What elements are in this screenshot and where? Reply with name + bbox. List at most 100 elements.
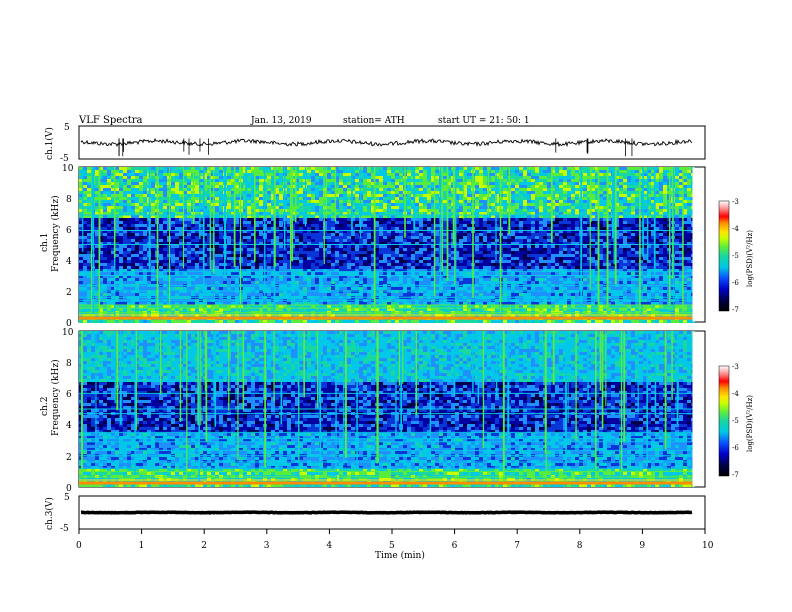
spectrogram-cell [315, 185, 319, 188]
spectrogram-cell [559, 182, 563, 185]
spectrogram-cell [483, 194, 487, 197]
spectrogram-cell [543, 209, 547, 212]
spectrogram-cell [555, 179, 559, 182]
spectrogram-cell [107, 191, 111, 194]
spectrogram-cell [259, 209, 263, 212]
spectrogram-cell [547, 167, 551, 170]
spectrogram-cell [115, 173, 119, 176]
start-time-label: start UT = 21: 50: 1 [438, 116, 530, 126]
spectrogram-cell [663, 194, 667, 197]
spectrogram-cell [163, 200, 167, 203]
spectrogram-cell [107, 176, 111, 179]
spectrogram-cell [247, 179, 251, 182]
spectrogram-cell [547, 203, 551, 206]
spectrogram-cell [355, 194, 359, 197]
spectrogram-cell [659, 170, 663, 173]
spectrogram-cell [339, 182, 343, 185]
spectrogram-cell [567, 167, 571, 170]
spectrogram-cell [175, 197, 179, 200]
spectrogram-cell [547, 170, 551, 173]
spectrogram-cell [635, 209, 639, 212]
spectrogram-cell [543, 179, 547, 182]
spectrogram-cell [119, 191, 123, 194]
spectrogram-cell [259, 194, 263, 197]
spectrogram-cell [279, 185, 283, 188]
spectrogram-cell [355, 176, 359, 179]
spectrogram-cell [539, 167, 543, 170]
spectrogram-cell [179, 218, 183, 221]
spectrogram-cell [139, 179, 143, 182]
spectrogram-cell [107, 182, 111, 185]
spectrogram-cell [583, 185, 587, 188]
spectrogram-cell [267, 176, 271, 179]
spectrogram-cell [483, 170, 487, 173]
spectrogram-cell [563, 203, 567, 206]
spectrogram-cell [459, 209, 463, 212]
spectrogram-cell [663, 200, 667, 203]
spectrogram-cell [435, 182, 439, 185]
spectrogram-cell [127, 218, 131, 221]
spectrogram-cell [491, 182, 495, 185]
spectrogram-cell [219, 200, 223, 203]
spectrogram-cell [315, 206, 319, 209]
spectrogram-cell [675, 173, 679, 176]
spectrogram-cell [619, 197, 623, 200]
spectrogram-cell [663, 209, 667, 212]
spectrogram-cell [379, 209, 383, 212]
spectrogram-cell [415, 191, 419, 194]
spectrogram-cell [299, 188, 303, 191]
spectrogram-cell [419, 188, 423, 191]
spectrogram-cell [375, 206, 379, 209]
spectrogram-cell [667, 209, 671, 212]
spectrogram-cell [503, 182, 507, 185]
spectrogram-cell [315, 218, 319, 221]
spectrogram-cell [171, 173, 175, 176]
spectrogram-cell [667, 197, 671, 200]
spectrogram-cell [563, 185, 567, 188]
spectrogram-cell [547, 191, 551, 194]
spectrogram-cell [347, 209, 351, 212]
spectrogram-cell [523, 209, 527, 212]
spectrogram-cell [395, 173, 399, 176]
spectrogram-cell [367, 194, 371, 197]
spectrogram-cell [631, 167, 635, 170]
spectrogram-cell [95, 185, 99, 188]
spectrogram-cell [159, 191, 163, 194]
spectrogram-cell [395, 194, 399, 197]
spectrogram-cell [235, 218, 239, 221]
spectrogram-cell [131, 179, 135, 182]
spectrogram-cell [659, 206, 663, 209]
spectrogram-cell [423, 173, 427, 176]
spectrogram-cell [319, 197, 323, 200]
spectrogram-cell [227, 197, 231, 200]
spectrogram-cell [259, 188, 263, 191]
spectrogram-cell [327, 197, 331, 200]
spectrogram-cell [555, 185, 559, 188]
spectrogram-cell [443, 203, 447, 206]
spectrogram-cell [187, 167, 191, 170]
spectrogram-cell [415, 170, 419, 173]
spectrogram-cell [347, 188, 351, 191]
spectrogram-cell [311, 206, 315, 209]
spectrogram-cell [143, 182, 147, 185]
spectrogram-cell [663, 176, 667, 179]
spectrogram-cell [195, 203, 199, 206]
spectrogram-cell [571, 200, 575, 203]
spectrogram-cell [571, 176, 575, 179]
spectrogram-cell [483, 182, 487, 185]
spectrogram-cell [659, 185, 663, 188]
spectrogram-cell [171, 206, 175, 209]
spectrogram-cell [599, 173, 603, 176]
spectrogram-cell [395, 185, 399, 188]
spectrogram-cell [531, 194, 535, 197]
spectrogram-cell [407, 200, 411, 203]
spectrogram-cell [87, 182, 91, 185]
spectrogram-cell [299, 209, 303, 212]
spectrogram-cell [575, 194, 579, 197]
spectrogram-cell [103, 173, 107, 176]
spectrogram-cell [339, 197, 343, 200]
spectrogram-cell [331, 179, 335, 182]
spectrogram-cell [519, 167, 523, 170]
spectrogram-cell [367, 185, 371, 188]
spectrogram-cell [259, 200, 263, 203]
